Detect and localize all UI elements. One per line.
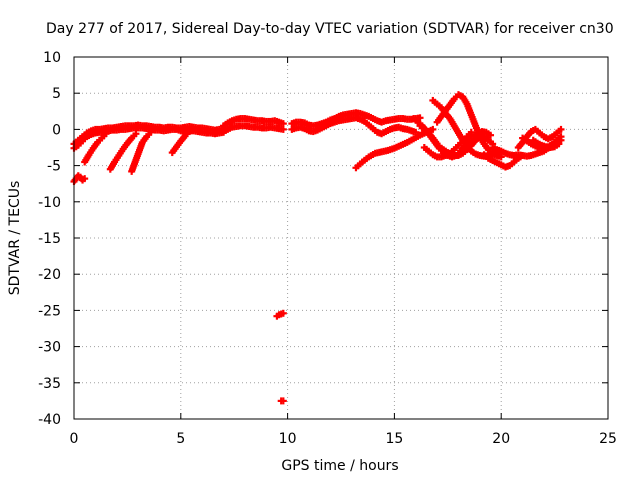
x-tick-label: 0: [70, 431, 79, 447]
x-tick-label: 15: [385, 431, 403, 447]
y-tick-label: 5: [52, 86, 61, 102]
data-point: [279, 397, 287, 405]
y-tick-label: -30: [38, 340, 61, 356]
series-midday-upper: [220, 115, 287, 130]
data-point: [557, 125, 565, 133]
series-midday-lower: [220, 122, 287, 136]
series-branch-4: [168, 128, 193, 157]
series-late-5: [420, 128, 475, 161]
y-tick-label: -20: [38, 267, 61, 283]
data-point: [147, 128, 155, 136]
data-point: [132, 130, 140, 138]
series-early-dip: [70, 172, 89, 186]
series-branch-1: [81, 130, 110, 166]
series-branch-2: [106, 130, 140, 173]
data-point: [81, 175, 89, 183]
data-points: [70, 91, 565, 405]
data-point: [416, 114, 424, 122]
y-tick-label: -15: [38, 231, 61, 247]
data-point: [279, 309, 287, 317]
y-tick-label: -35: [38, 376, 61, 392]
y-tick-label: -40: [38, 412, 61, 428]
series-branch-3: [128, 128, 155, 175]
x-tick-label: 10: [279, 431, 297, 447]
y-tick-labels: 10 5 0 -5 -10 -15 -20 -25 -30 -35 -40: [38, 50, 61, 428]
y-tick-label: -25: [38, 303, 61, 319]
series-late-7: [480, 151, 527, 171]
data-point: [519, 151, 527, 159]
x-tick-labels: 0 5 10 15 20 25: [70, 431, 617, 447]
y-axis-label: SDTVAR / TECUs: [7, 181, 23, 296]
series-outlier-b: [277, 397, 287, 405]
y-tick-label: 0: [52, 122, 61, 138]
data-point: [557, 133, 565, 141]
x-tick-label: 25: [599, 431, 617, 447]
data-point: [487, 131, 495, 139]
x-tick-label: 5: [176, 431, 185, 447]
data-point: [279, 125, 287, 133]
y-tick-label: -5: [47, 159, 61, 175]
series-late-2: [410, 115, 495, 161]
chart-title: Day 277 of 2017, Sidereal Day-to-day VTE…: [46, 21, 614, 37]
axis-ticks: [73, 56, 609, 420]
y-tick-label: 10: [43, 50, 61, 66]
x-axis-label: GPS time / hours: [281, 458, 398, 474]
series-rising-arc: [352, 125, 437, 172]
data-point: [185, 128, 193, 136]
series-outlier-a: [273, 309, 287, 320]
y-tick-label: -10: [38, 195, 61, 211]
data-point: [555, 140, 563, 148]
series-late-10: [529, 136, 563, 151]
data-point: [467, 128, 475, 136]
data-point: [102, 130, 110, 138]
grid-lines: [74, 57, 608, 419]
x-tick-label: 20: [492, 431, 510, 447]
data-point: [429, 125, 437, 133]
